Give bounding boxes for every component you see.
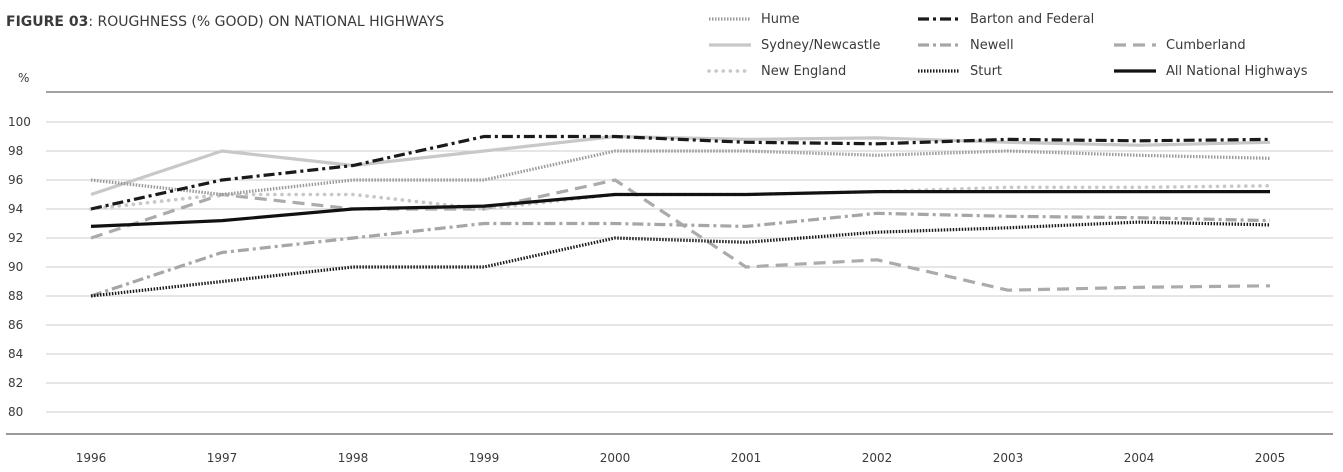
legend-label-all-national-highways: All National Highways: [1166, 64, 1308, 79]
x-tick-label: 1999: [469, 451, 500, 465]
y-tick-label: 82: [8, 376, 23, 390]
chart-title: : ROUGHNESS (% GOOD) ON NATIONAL HIGHWAY…: [88, 14, 444, 30]
chart-title-group: FIGURE 03: ROUGHNESS (% GOOD) ON NATIONA…: [6, 14, 444, 30]
y-tick-label: 80: [8, 405, 23, 419]
y-tick-label: 90: [8, 260, 23, 274]
y-tick-label: 94: [8, 202, 23, 216]
series-line-all-national-highways: [90, 190, 1270, 228]
series-line-newell: [90, 211, 1271, 298]
legend-label-barton-and-federal: Barton and Federal: [970, 12, 1094, 27]
series-line-sydney-newcastle: [90, 134, 1271, 197]
series-lines: [89, 134, 1272, 298]
x-tick-label: 1997: [207, 451, 238, 465]
y-tick-label: 100: [8, 115, 31, 129]
y-axis-label: %: [18, 71, 29, 85]
y-tick-label: 86: [8, 318, 23, 332]
series-line-sturt: [90, 220, 1271, 298]
legend-label-cumberland: Cumberland: [1166, 38, 1246, 53]
y-tick-label: 98: [8, 144, 23, 158]
series-line-cumberland: [90, 178, 1271, 292]
legend-label-sturt: Sturt: [970, 64, 1002, 79]
series-line-barton-and-federal: [90, 134, 1271, 211]
legend-label-new-england: New England: [761, 64, 846, 79]
y-tick-label: 96: [8, 173, 23, 187]
chart-title-prefix: FIGURE 03: [6, 14, 88, 30]
x-tick-label: 2001: [731, 451, 762, 465]
x-tick-label: 2003: [993, 451, 1024, 465]
x-tick-label: 2002: [862, 451, 893, 465]
legend: Hume Barton and Federal Sydney/Newcastle Ne…: [707, 12, 1308, 79]
axes: 1996 1997 1998 1999 2000 2001 2002 2003 2004 2005: [6, 433, 1333, 465]
legend-label-newell: Newell: [970, 38, 1014, 53]
x-tick-label: 1996: [76, 451, 107, 465]
x-tick-label: 2004: [1124, 451, 1155, 465]
series-line-new-england: [89, 184, 1272, 211]
y-tick-label: 88: [8, 289, 23, 303]
x-tick-label: 2005: [1255, 451, 1286, 465]
y-tick-label: 84: [8, 347, 23, 361]
legend-label-hume: Hume: [761, 12, 800, 27]
x-tick-label: 1998: [338, 451, 369, 465]
x-tick-label: 2000: [600, 451, 631, 465]
legend-label-sydney-newcastle: Sydney/Newcastle: [761, 38, 880, 53]
y-tick-label: 92: [8, 231, 23, 245]
series-line-hume: [90, 149, 1271, 197]
gridlines: 100 98 96 94 92 90 88 86 84 82 80: [8, 91, 1333, 419]
